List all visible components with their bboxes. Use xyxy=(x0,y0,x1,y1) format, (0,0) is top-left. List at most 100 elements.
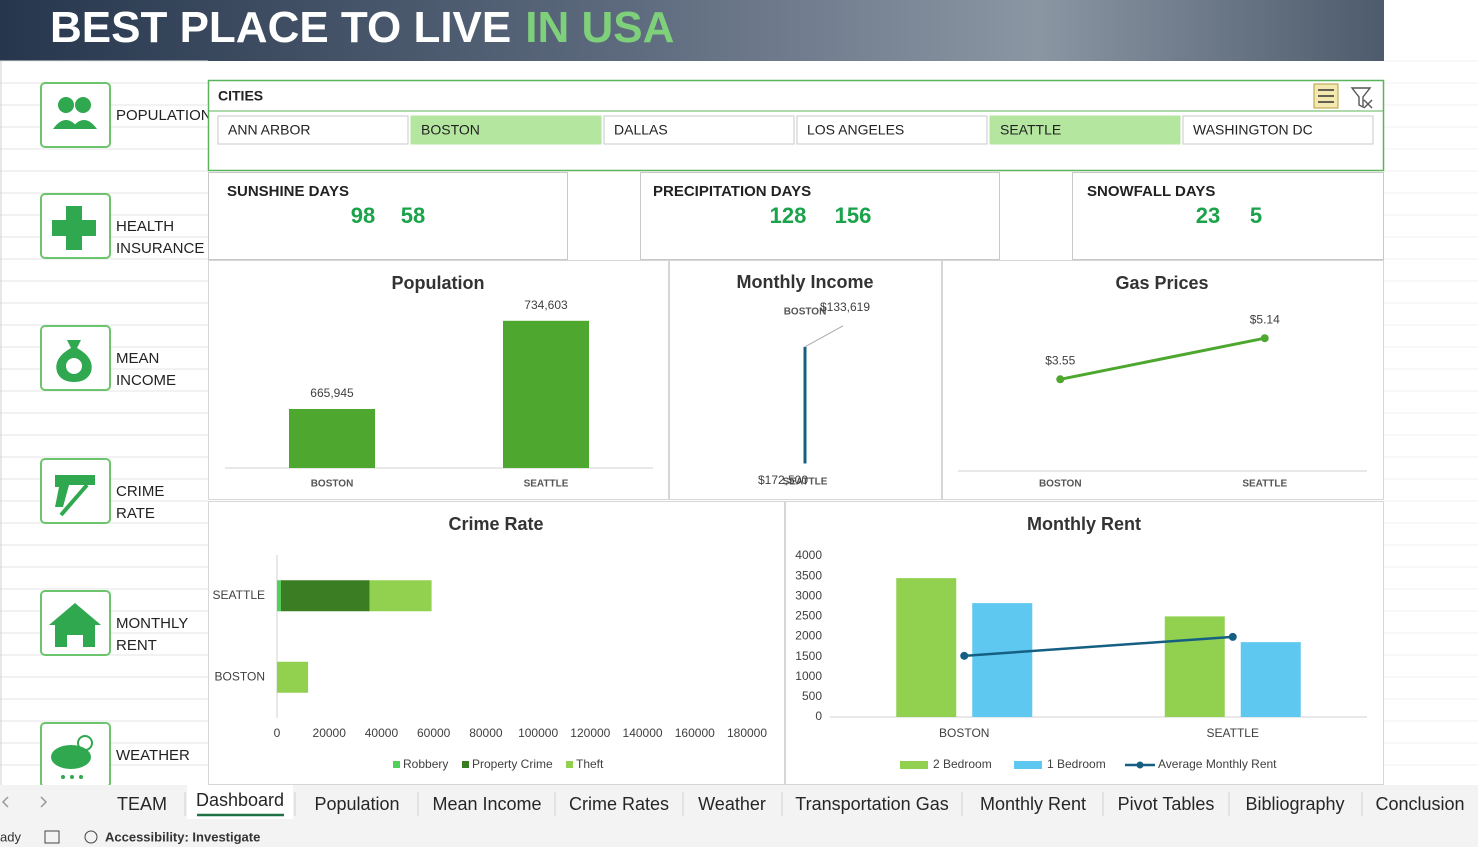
slicer-button-bg[interactable] xyxy=(410,115,602,145)
data-label: $3.55 xyxy=(1045,353,1075,367)
sheet-tab[interactable]: Crime Rates xyxy=(569,794,669,814)
bar xyxy=(289,408,375,468)
legend-swatch xyxy=(1014,761,1042,769)
stat-value: 156 xyxy=(835,203,872,228)
sidebar-label: RENT xyxy=(116,637,157,654)
content: POPULATION HEALTH INSURANCE MEAN INCOME CRIME… xyxy=(0,60,1478,847)
slicer-title: CITIES xyxy=(218,88,263,104)
stat-label: SUNSHINE DAYS xyxy=(227,183,349,200)
sheet-tab[interactable]: Bibliography xyxy=(1245,794,1344,814)
icon-box xyxy=(40,82,111,148)
sheet-tab[interactable]: Monthly Rent xyxy=(980,794,1086,814)
sidebar-label: INSURANCE xyxy=(116,240,204,257)
y-tick-label: 3500 xyxy=(795,568,822,582)
sidebar-item[interactable]: HEALTH INSURANCE xyxy=(40,193,204,259)
slicer-button-label[interactable]: ANN ARBOR xyxy=(228,122,310,138)
chart-title: Monthly Income xyxy=(736,272,873,292)
sidebar-item[interactable]: CRIME RATE xyxy=(40,458,164,524)
sheet-tab[interactable]: Weather xyxy=(698,794,766,814)
slicer-button[interactable]: ANN ARBOR xyxy=(217,115,409,145)
y-tick-label: 3000 xyxy=(795,588,822,602)
sheet-tab[interactable]: Mean Income xyxy=(432,794,541,814)
stat-value: 5 xyxy=(1250,203,1262,228)
y-tick-label: 2000 xyxy=(795,629,822,643)
x-tick-label: SEATTLE xyxy=(1242,479,1287,490)
x-tick-label: SEATTLE xyxy=(1207,726,1259,740)
slicer-button-label[interactable]: DALLAS xyxy=(614,122,668,138)
bar xyxy=(1240,642,1301,717)
data-label: $172,500 xyxy=(758,473,808,487)
slicer-button-label[interactable]: WASHINGTON DC xyxy=(1193,122,1313,138)
x-tick-label: 160000 xyxy=(675,726,715,740)
legend-swatch xyxy=(900,761,928,769)
bar xyxy=(972,603,1033,717)
sheet-tab[interactable]: Dashboard xyxy=(196,790,284,810)
sheet-tab[interactable]: Conclusion xyxy=(1375,794,1464,814)
icon-part xyxy=(55,475,95,507)
x-tick-label: SEATTLE xyxy=(524,479,569,490)
slicer-button-bg[interactable] xyxy=(1182,115,1374,145)
x-tick-label: 120000 xyxy=(570,726,610,740)
sidebar-label: CRIME xyxy=(116,483,164,500)
bar-segment xyxy=(369,580,432,612)
x-tick-label: BOSTON xyxy=(1039,479,1082,490)
chart-title: Monthly Rent xyxy=(1027,514,1141,534)
slicer-button[interactable]: WASHINGTON DC xyxy=(1182,115,1374,145)
x-tick-label: 40000 xyxy=(365,726,399,740)
data-label: $5.14 xyxy=(1250,312,1280,326)
stat-label: SNOWFALL DAYS xyxy=(1087,183,1215,200)
stat-value: 98 xyxy=(351,203,375,228)
data-label: 665,945 xyxy=(310,386,354,400)
slicer-button[interactable]: SEATTLE xyxy=(989,115,1181,145)
x-tick-label: 0 xyxy=(274,726,281,740)
sidebar-item[interactable]: WEATHER xyxy=(40,722,190,788)
slicer-button-bg[interactable] xyxy=(217,115,409,145)
clear-filter-button[interactable] xyxy=(1350,87,1373,109)
legend-swatch xyxy=(393,761,400,768)
x-tick-label: 80000 xyxy=(469,726,503,740)
slicer-button-label[interactable]: LOS ANGELES xyxy=(807,122,904,138)
category-label: SEATTLE xyxy=(783,477,828,488)
slicer-button[interactable]: BOSTON xyxy=(410,115,602,145)
sidebar-item[interactable]: MEAN INCOME xyxy=(40,325,176,391)
legend-label: Average Monthly Rent xyxy=(1158,757,1277,771)
sheet-tab[interactable]: Transportation Gas xyxy=(795,794,948,814)
legend-label: 2 Bedroom xyxy=(933,757,992,771)
sheet-tab[interactable]: Population xyxy=(314,794,399,814)
header-title: BEST PLACE TO LIVE IN USA xyxy=(50,3,674,52)
icon-part xyxy=(77,735,93,751)
slicer-button-label[interactable]: BOSTON xyxy=(421,122,480,138)
status-icon xyxy=(44,830,60,844)
sheet-tab[interactable]: Pivot Tables xyxy=(1118,794,1215,814)
sheet-tab[interactable]: TEAM xyxy=(117,794,167,814)
leader-line xyxy=(804,325,844,348)
chart-title: Population xyxy=(392,273,485,293)
sidebar-item[interactable]: POPULATION xyxy=(40,82,212,148)
stat-card xyxy=(208,172,568,260)
line-marker xyxy=(960,651,969,660)
stat-value: 23 xyxy=(1196,203,1220,228)
slicer-button[interactable]: LOS ANGELES xyxy=(796,115,988,145)
sidebar-label: POPULATION xyxy=(116,107,212,124)
line-series xyxy=(964,635,1233,658)
accessibility-icon xyxy=(84,830,98,844)
y-tick-label: 500 xyxy=(802,689,822,703)
status-bar xyxy=(0,823,1478,847)
slicer-button[interactable]: DALLAS xyxy=(603,115,795,145)
legend-label: 1 Bedroom xyxy=(1047,757,1106,771)
stat-card xyxy=(640,172,1000,260)
sidebar-item[interactable]: MONTHLY RENT xyxy=(40,590,188,656)
sidebar-label: WEATHER xyxy=(116,747,190,764)
chart-title: Crime Rate xyxy=(448,514,543,534)
slicer-button-bg[interactable] xyxy=(989,115,1181,145)
bar xyxy=(896,578,957,717)
slicer-button-bg[interactable] xyxy=(603,115,795,145)
slicer-button-label[interactable]: SEATTLE xyxy=(1000,122,1061,138)
nav-arrows[interactable] xyxy=(1,796,48,808)
line-marker xyxy=(1260,334,1269,343)
icon-part xyxy=(66,358,82,374)
icon-part xyxy=(49,603,101,647)
bar xyxy=(1164,616,1225,717)
slicer-button-bg[interactable] xyxy=(796,115,988,145)
